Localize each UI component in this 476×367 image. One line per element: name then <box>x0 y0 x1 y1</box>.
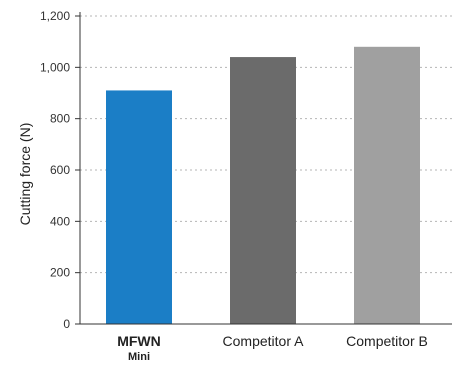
bar-competitor-b <box>354 46 420 325</box>
x-category-labels: MFWN Mini Competitor A Competitor B <box>117 333 428 363</box>
bar-mfwn-mini <box>106 90 172 324</box>
y-tick-labels: 0 200 400 600 800 1,000 1,200 <box>40 9 80 331</box>
bars <box>106 46 420 325</box>
bar-competitor-a <box>230 57 296 325</box>
y-tick-label: 400 <box>50 214 70 228</box>
x-category-label: MFWN <box>117 333 161 349</box>
x-category-label: Competitor B <box>346 333 428 349</box>
y-tick-label: 1,000 <box>40 60 70 74</box>
y-tick-label: 800 <box>50 112 70 126</box>
y-tick-label: 600 <box>50 163 70 177</box>
y-tick-label: 1,200 <box>40 9 70 23</box>
y-tick-label: 200 <box>50 266 70 280</box>
x-category-label: Competitor A <box>223 333 305 349</box>
y-tick-label: 0 <box>63 317 70 331</box>
x-category-sublabel: Mini <box>128 351 150 363</box>
y-axis-title: Cutting force (N) <box>17 123 33 226</box>
axes <box>79 12 452 325</box>
